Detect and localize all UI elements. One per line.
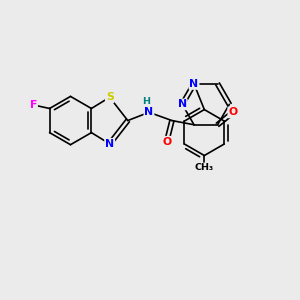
Text: O: O [228,107,238,117]
Text: H: H [145,108,153,117]
Text: N: N [105,139,114,149]
Text: H: H [142,97,151,106]
Text: N: N [144,107,154,117]
Text: CH₃: CH₃ [195,164,214,172]
Text: N: N [190,79,199,89]
Text: O: O [162,137,171,147]
Text: F: F [30,100,37,110]
Text: N: N [178,99,187,110]
Text: S: S [106,92,113,102]
